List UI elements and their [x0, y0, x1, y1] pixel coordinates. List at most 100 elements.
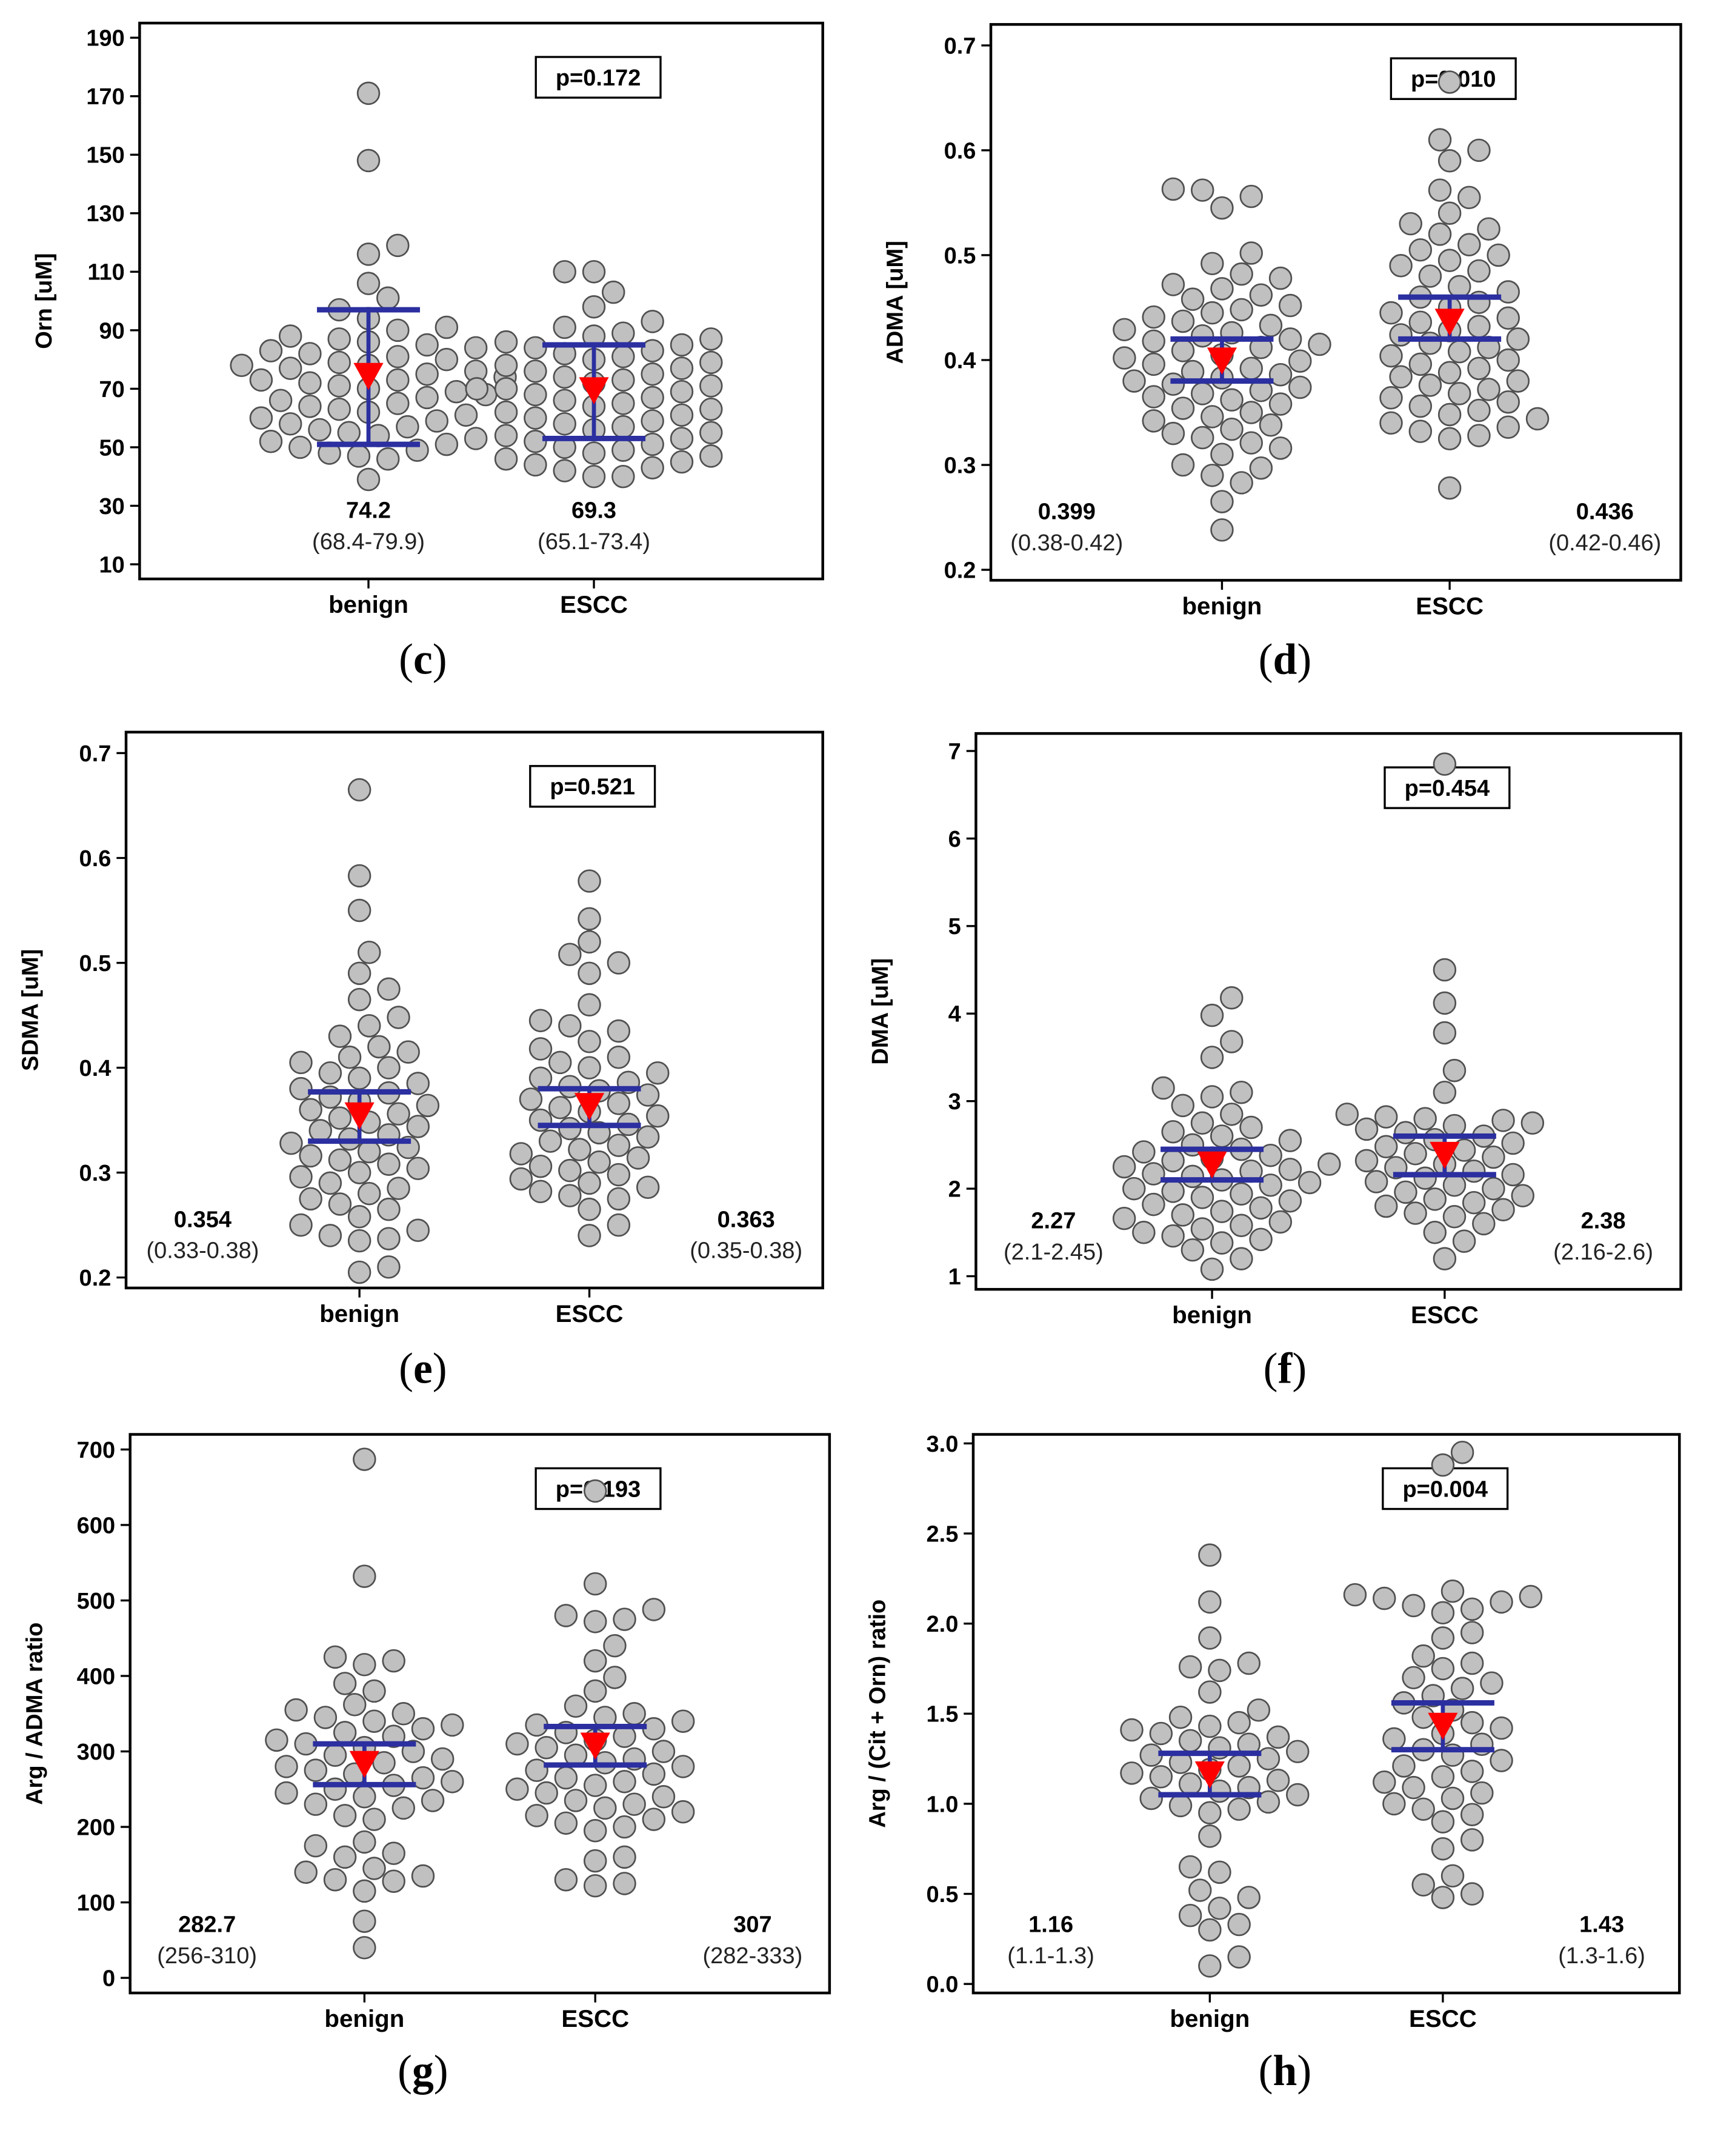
data-point: [1467, 424, 1491, 447]
data-point: [1227, 1912, 1251, 1937]
data-point: [626, 1146, 650, 1170]
data-point: [377, 1056, 401, 1080]
data-point: [1161, 177, 1185, 201]
mean-marker: [574, 1093, 605, 1120]
data-point: [1467, 315, 1491, 338]
data-point: [1496, 306, 1520, 330]
data-point: [1190, 324, 1214, 348]
data-point: [671, 1709, 695, 1733]
data-point: [1161, 1120, 1185, 1144]
data-point: [558, 1116, 582, 1141]
data-point: [534, 1781, 558, 1805]
y-tick-label: 500: [77, 1589, 115, 1614]
data-point: [558, 943, 582, 966]
y-tick-label: 1: [948, 1264, 961, 1290]
data-point: [613, 1872, 636, 1895]
data-point: [622, 1702, 646, 1726]
data-point: [353, 1830, 376, 1854]
data-point: [1210, 442, 1234, 466]
data-point: [641, 310, 664, 333]
data-point: [386, 368, 410, 392]
data-point: [278, 356, 302, 380]
data-point: [1190, 1186, 1214, 1209]
data-point: [671, 1755, 695, 1778]
data-point: [1460, 1651, 1484, 1675]
data-point: [524, 406, 547, 430]
y-tick-label: 6: [948, 827, 961, 852]
data-point: [376, 286, 400, 310]
data-point: [396, 415, 419, 439]
data-point: [1433, 1021, 1457, 1045]
data-point: [603, 1666, 627, 1689]
data-point: [1208, 1860, 1231, 1884]
data-point: [1440, 1786, 1465, 1811]
data-point: [553, 260, 576, 284]
data-point: [1188, 1878, 1212, 1902]
data-point: [1120, 1761, 1144, 1785]
y-axis-label: Orn [uM]: [32, 253, 57, 349]
data-point: [1460, 1803, 1484, 1826]
data-point: [1171, 339, 1195, 362]
group-escc: ESCC 0.363 (0.35-0.38): [509, 869, 802, 1327]
data-point: [356, 149, 381, 173]
data-point: [1142, 329, 1165, 353]
data-point: [362, 1709, 386, 1733]
y-tick-label: 0.0: [927, 1972, 959, 1998]
data-point: [1411, 1644, 1435, 1668]
data-point: [386, 233, 410, 258]
group-escc: ESCC 2.38 (2.16-2.6): [1335, 752, 1653, 1329]
data-point: [425, 409, 448, 433]
y-tick-label: 170: [86, 84, 124, 110]
data-point: [1122, 1176, 1146, 1201]
data-point: [524, 359, 547, 383]
data-point: [435, 432, 459, 456]
p-value-label: p=0.004: [1402, 1477, 1488, 1502]
data-point: [268, 389, 293, 412]
data-point: [377, 1255, 401, 1279]
data-point: [1200, 1085, 1224, 1109]
data-point: [583, 1649, 607, 1673]
data-point: [1210, 490, 1234, 513]
data-point: [553, 389, 576, 412]
data-point: [298, 342, 322, 365]
data-point: [1477, 378, 1500, 401]
data-point: [1433, 1247, 1457, 1270]
data-point: [1431, 1886, 1455, 1909]
data-point: [494, 400, 518, 424]
data-point: [377, 977, 401, 1001]
y-tick-label: 0: [102, 1966, 115, 1992]
data-point: [494, 353, 518, 378]
data-point: [1198, 1954, 1222, 1978]
data-point: [582, 295, 606, 319]
data-point: [1373, 1770, 1396, 1794]
data-point: [1496, 390, 1520, 414]
data-point: [607, 1213, 631, 1237]
data-point: [1442, 1058, 1467, 1083]
data-point: [1480, 1671, 1504, 1695]
data-point: [1239, 241, 1263, 265]
data-point: [353, 1653, 376, 1677]
data-point: [611, 464, 635, 489]
data-point: [1408, 394, 1433, 418]
data-point: [646, 1104, 670, 1128]
data-point: [611, 321, 635, 345]
mean-marker: [1428, 1712, 1458, 1740]
data-point: [333, 1845, 357, 1869]
data-point: [318, 1061, 342, 1085]
data-point: [1382, 1727, 1406, 1751]
data-point: [435, 347, 459, 372]
data-point: [304, 1834, 328, 1858]
data-point: [358, 1181, 381, 1206]
data-point: [564, 1789, 588, 1812]
y-tick-label: 50: [99, 435, 124, 461]
data-point: [1256, 1790, 1280, 1814]
data-point: [386, 345, 410, 369]
y-tick-label: 300: [77, 1740, 115, 1765]
data-point: [279, 1131, 303, 1155]
data-point: [1402, 1594, 1425, 1618]
y-tick-label: 90: [99, 318, 124, 344]
data-point: [353, 1785, 376, 1809]
data-point: [353, 1447, 376, 1471]
x-tick-label: ESCC: [556, 1300, 624, 1327]
y-axis-label: SDMA [uM]: [18, 949, 44, 1071]
